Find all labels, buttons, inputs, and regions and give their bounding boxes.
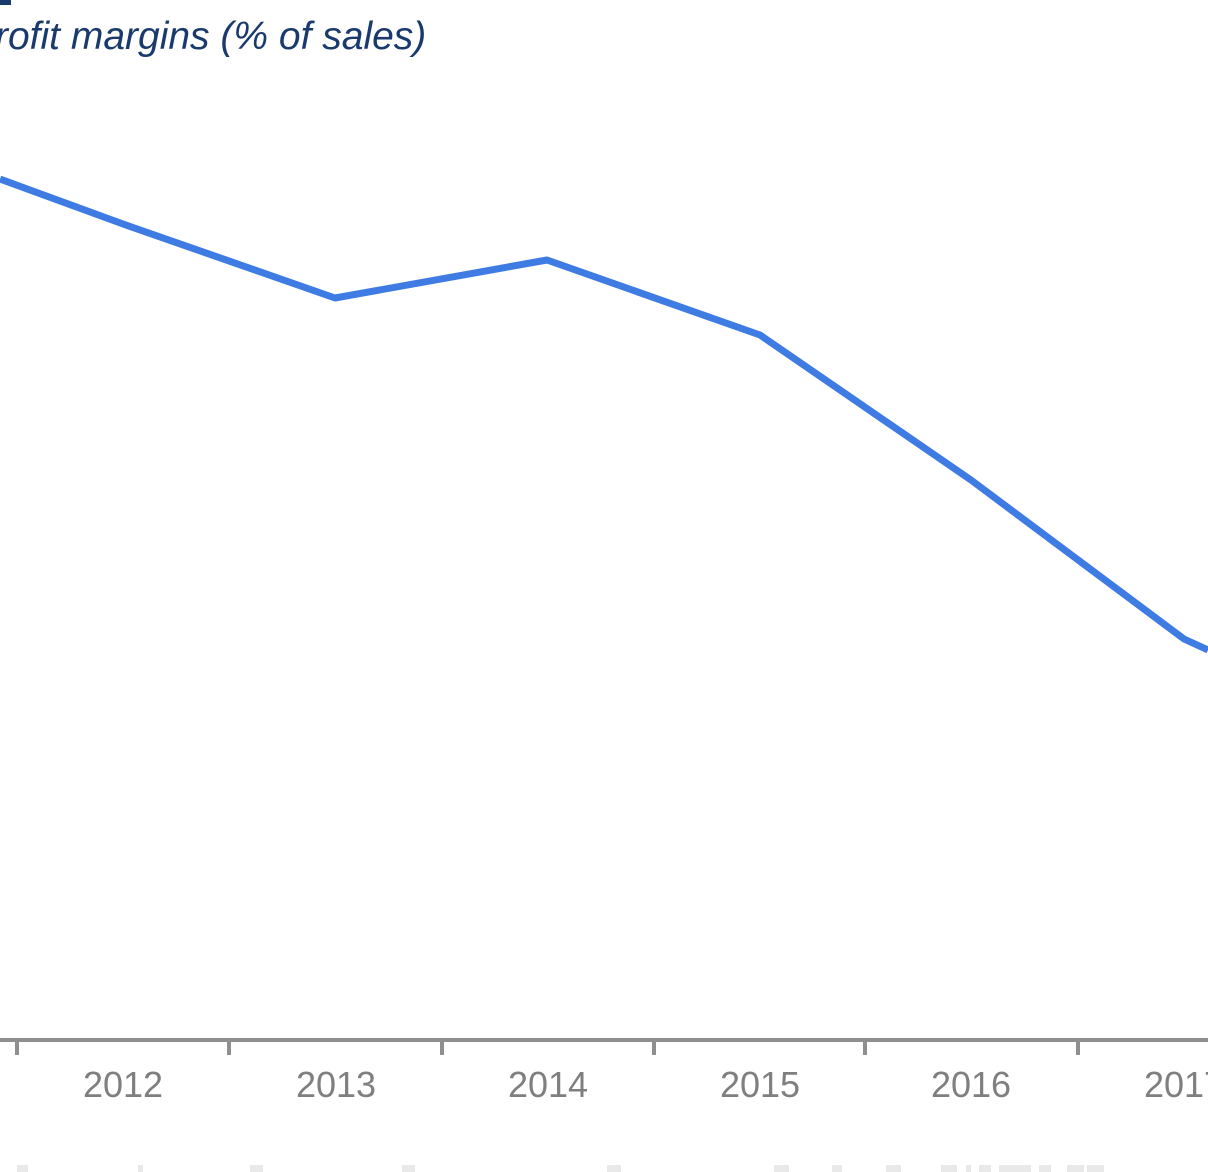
x-axis-label-2015: 2015 bbox=[719, 1064, 801, 1105]
cropped-text-fragment bbox=[979, 1165, 991, 1172]
x-axis-label-2013: 2013 bbox=[295, 1064, 377, 1105]
x-axis-line bbox=[0, 1038, 1208, 1042]
x-axis-tick bbox=[652, 1038, 656, 1055]
cropped-text-fragment bbox=[607, 1165, 621, 1172]
chart-title: rofit margins (% of sales) bbox=[0, 15, 427, 58]
cropped-text-fragment bbox=[250, 1165, 263, 1172]
x-axis-label-2017: 2017 bbox=[1143, 1064, 1208, 1105]
cropped-text-fragment bbox=[138, 1165, 143, 1172]
cropped-text-fragment bbox=[832, 1165, 842, 1172]
x-axis-tick bbox=[1076, 1038, 1080, 1055]
cropped-text-fragment bbox=[774, 1165, 789, 1172]
cropped-text-fragment bbox=[886, 1165, 901, 1172]
x-axis-label-2016: 2016 bbox=[930, 1064, 1012, 1105]
x-axis-label-2012: 2012 bbox=[82, 1064, 164, 1105]
x-axis-label-2014: 2014 bbox=[507, 1064, 589, 1105]
profit-margin-line-series bbox=[0, 175, 1208, 654]
cropped-text-fragment bbox=[941, 1165, 957, 1172]
x-axis-tick bbox=[440, 1038, 444, 1055]
cropped-text-fragment bbox=[1067, 1165, 1084, 1172]
cropped-text-fragment bbox=[1087, 1165, 1104, 1172]
cropped-text-fragment bbox=[402, 1165, 415, 1172]
cropped-text-fragment bbox=[999, 1165, 1031, 1172]
cropped-text-fragment bbox=[17, 1165, 28, 1172]
x-axis-tick bbox=[863, 1038, 867, 1055]
x-axis-tick bbox=[15, 1038, 19, 1055]
x-axis-tick bbox=[227, 1038, 231, 1055]
cropped-ui-corner-mark bbox=[0, 0, 11, 5]
cropped-text-fragment bbox=[1039, 1165, 1051, 1172]
cropped-text-fragment bbox=[966, 1165, 971, 1172]
